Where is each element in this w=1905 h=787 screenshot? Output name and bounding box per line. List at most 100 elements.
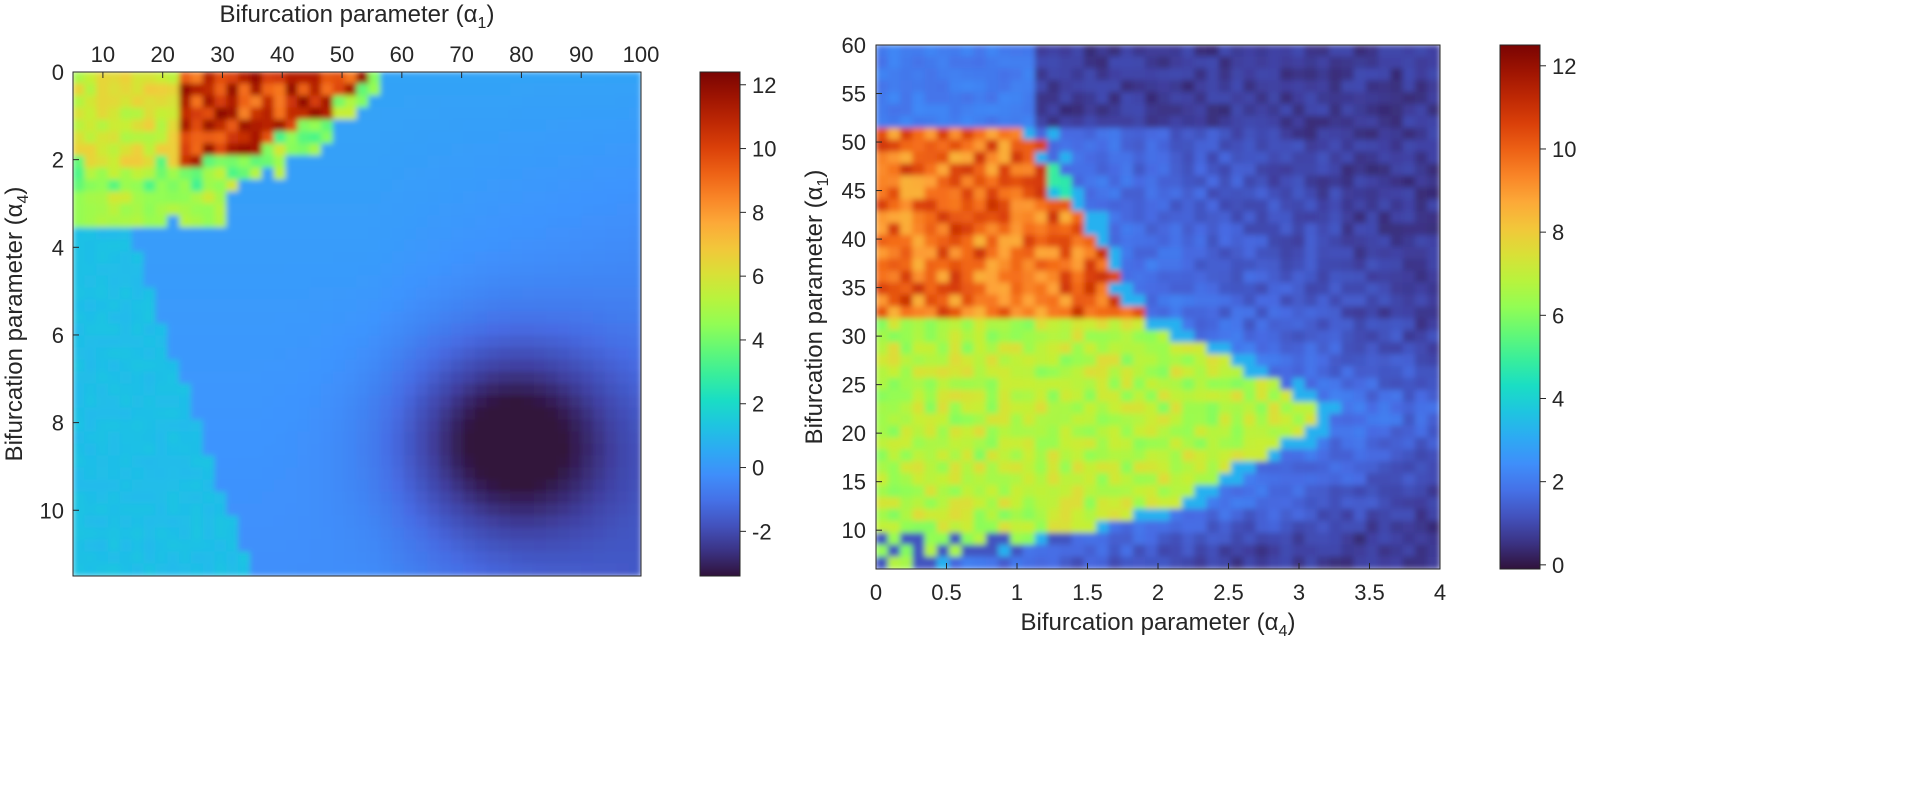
heatmap-cell bbox=[1231, 449, 1245, 463]
heatmap-cell bbox=[214, 419, 228, 433]
heatmap-cell bbox=[998, 45, 1012, 58]
heatmap-cell bbox=[1292, 282, 1306, 296]
heatmap-cell bbox=[131, 239, 145, 253]
heatmap-cell bbox=[202, 83, 216, 97]
heatmap-cell bbox=[985, 461, 1000, 475]
heatmap-cell bbox=[190, 407, 204, 421]
heatmap-cell bbox=[569, 203, 583, 217]
heatmap-cell bbox=[1353, 532, 1367, 546]
heatmap-cell bbox=[84, 467, 98, 481]
heatmap-cell bbox=[924, 377, 938, 391]
heatmap-cell bbox=[1414, 306, 1429, 320]
heatmap-cell bbox=[1182, 389, 1196, 403]
heatmap-cell bbox=[380, 299, 393, 313]
heatmap-cell bbox=[1329, 282, 1343, 296]
heatmap-cell bbox=[605, 323, 618, 337]
heatmap-cell bbox=[368, 383, 382, 397]
heatmap-cell bbox=[1071, 45, 1085, 58]
heatmap-cell bbox=[356, 515, 370, 529]
heatmap-cell bbox=[179, 407, 192, 421]
heatmap-cell bbox=[427, 515, 441, 529]
heatmap-cell bbox=[936, 246, 951, 260]
heatmap-cell bbox=[522, 203, 535, 217]
heatmap-cell bbox=[1145, 413, 1159, 427]
heatmap-cell bbox=[1243, 127, 1257, 141]
heatmap-cell bbox=[887, 127, 902, 141]
heatmap-cell bbox=[84, 407, 98, 421]
heatmap-cell bbox=[581, 527, 595, 541]
heatmap-cell bbox=[1292, 449, 1306, 463]
heatmap-cell bbox=[1182, 473, 1196, 487]
heatmap-cell bbox=[569, 515, 583, 529]
heatmap-cell bbox=[961, 497, 975, 510]
heatmap-cell bbox=[1427, 437, 1440, 451]
heatmap-cell bbox=[427, 539, 441, 553]
heatmap-cell bbox=[616, 287, 630, 301]
heatmap-cell bbox=[593, 347, 606, 361]
heatmap-cell bbox=[924, 175, 938, 189]
heatmap-cell bbox=[1427, 389, 1440, 403]
heatmap-cell bbox=[876, 330, 889, 344]
heatmap-cell bbox=[522, 83, 535, 97]
x-tick-label: 90 bbox=[569, 42, 593, 67]
heatmap-cell bbox=[1316, 354, 1331, 368]
heatmap-cell bbox=[415, 131, 429, 145]
heatmap-cell bbox=[1034, 377, 1049, 391]
heatmap-cell bbox=[1034, 56, 1049, 70]
heatmap-cell bbox=[593, 215, 606, 229]
heatmap-cell bbox=[403, 143, 417, 157]
heatmap-cell bbox=[439, 443, 453, 457]
heatmap-cell bbox=[924, 461, 938, 475]
heatmap-cell bbox=[985, 294, 1000, 308]
heatmap-cell bbox=[616, 119, 630, 133]
heatmap-cell bbox=[1378, 485, 1392, 499]
heatmap-cell bbox=[403, 527, 417, 541]
heatmap-cell bbox=[998, 199, 1012, 213]
heatmap-cell bbox=[392, 455, 405, 469]
heatmap-cell bbox=[190, 371, 204, 385]
heatmap-cell bbox=[1329, 342, 1343, 356]
heatmap-cell bbox=[1206, 104, 1220, 117]
heatmap-cell bbox=[973, 175, 987, 189]
heatmap-cell bbox=[1071, 115, 1085, 129]
heatmap-cell bbox=[119, 83, 133, 97]
heatmap-cell bbox=[309, 455, 322, 469]
heatmap-cell bbox=[581, 119, 595, 133]
heatmap-cell bbox=[498, 107, 512, 121]
heatmap-cell bbox=[912, 413, 926, 427]
heatmap-cell bbox=[1390, 258, 1404, 272]
heatmap-cell bbox=[285, 323, 299, 337]
heatmap-cell bbox=[1034, 151, 1049, 165]
heatmap-cell bbox=[332, 72, 346, 85]
heatmap-cell bbox=[1231, 520, 1245, 534]
heatmap-cell bbox=[1280, 175, 1294, 189]
heatmap-cell bbox=[605, 311, 618, 325]
heatmap-cell bbox=[190, 419, 204, 433]
heatmap-cell bbox=[876, 389, 889, 403]
heatmap-cell bbox=[1231, 389, 1245, 403]
heatmap-cell bbox=[119, 275, 133, 289]
heatmap-cell bbox=[998, 437, 1012, 451]
heatmap-cell bbox=[226, 323, 240, 337]
heatmap-cell bbox=[439, 563, 453, 576]
heatmap-cell bbox=[1120, 508, 1134, 522]
heatmap-cell bbox=[486, 155, 500, 169]
heatmap-cell bbox=[261, 227, 275, 241]
heatmap-cell bbox=[1206, 139, 1220, 153]
heatmap-cell bbox=[1304, 115, 1318, 129]
heatmap-cell bbox=[486, 383, 500, 397]
heatmap-cell bbox=[1206, 270, 1220, 284]
heatmap-cell bbox=[1108, 318, 1122, 332]
heatmap-cell bbox=[936, 354, 951, 368]
heatmap-cell bbox=[1427, 56, 1440, 70]
heatmap-cell bbox=[380, 287, 393, 301]
heatmap-cell bbox=[84, 275, 98, 289]
heatmap-cell bbox=[581, 95, 595, 109]
heatmap-cell bbox=[486, 539, 500, 553]
heatmap-cell bbox=[1083, 485, 1098, 499]
heatmap-cell bbox=[1096, 45, 1110, 58]
heatmap-cell bbox=[1022, 520, 1036, 534]
heatmap-cell bbox=[522, 407, 535, 421]
heatmap-cell bbox=[1414, 354, 1429, 368]
heatmap-cell bbox=[179, 395, 192, 409]
